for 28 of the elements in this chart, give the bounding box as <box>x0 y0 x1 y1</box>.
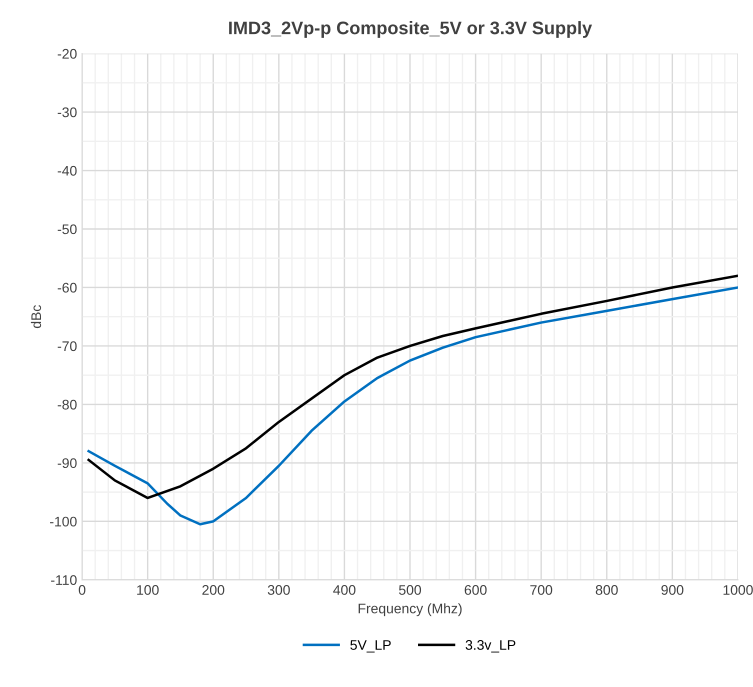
y-tick-label: -50 <box>58 224 77 234</box>
x-tick-label: 100 <box>137 585 159 595</box>
legend-label: 3.3v_LP <box>466 640 516 653</box>
x-axis-title: Frequency (Mhz) <box>358 603 462 616</box>
x-tick-label: 1000 <box>724 585 753 595</box>
y-axis-title: dBc <box>30 305 42 328</box>
chart-title: IMD3_2Vp-p Composite_5V or 3.3V Supply <box>229 21 592 38</box>
line-series <box>87 274 738 500</box>
y-tick-label: -20 <box>58 48 77 59</box>
y-tick-label: -60 <box>58 282 77 293</box>
x-tick-label: 500 <box>398 585 422 595</box>
y-tick-label: -90 <box>58 458 77 468</box>
x-tick-label: 200 <box>202 585 224 595</box>
y-tick-label: -70 <box>58 341 77 352</box>
y-tick-label: -40 <box>58 166 77 176</box>
x-tick-label: 900 <box>661 585 684 595</box>
x-tick-label: 600 <box>464 585 487 595</box>
x-tick-label: 0 <box>78 585 86 595</box>
x-tick-label: 300 <box>268 585 290 595</box>
x-tick-label: 700 <box>530 585 552 595</box>
line-series <box>87 286 738 526</box>
legend-label: 5V_LP <box>350 640 391 653</box>
x-tick-label: 800 <box>596 585 618 595</box>
x-tick-label: 400 <box>333 585 356 595</box>
y-tick-label: -100 <box>50 516 77 527</box>
y-tick-label: -80 <box>58 400 77 410</box>
y-tick-label: -110 <box>51 575 77 585</box>
y-tick-label: -30 <box>58 107 77 118</box>
